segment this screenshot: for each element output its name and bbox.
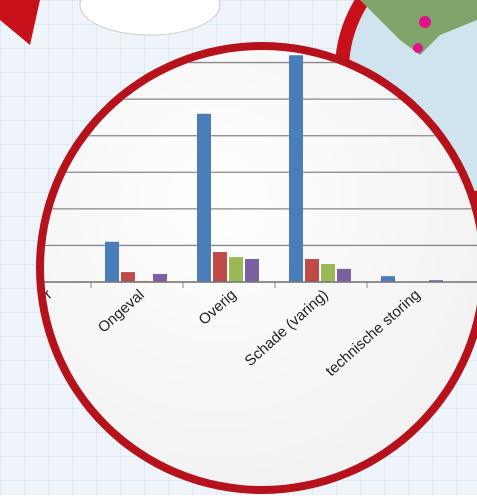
bar bbox=[321, 264, 335, 282]
x-tick-label: r bbox=[41, 286, 56, 302]
bar bbox=[289, 55, 303, 282]
bar bbox=[245, 258, 259, 282]
bar bbox=[429, 280, 443, 282]
bar bbox=[381, 276, 395, 282]
bar bbox=[121, 272, 135, 282]
lens-glass bbox=[44, 50, 477, 486]
arrow-decor bbox=[0, 0, 40, 45]
decor-ellipse bbox=[79, 0, 221, 36]
bar bbox=[305, 258, 319, 282]
bar bbox=[153, 273, 167, 282]
bar bbox=[229, 257, 243, 282]
bar bbox=[337, 268, 351, 282]
bar bbox=[105, 241, 119, 282]
bar bbox=[213, 252, 227, 282]
bar bbox=[197, 113, 211, 283]
